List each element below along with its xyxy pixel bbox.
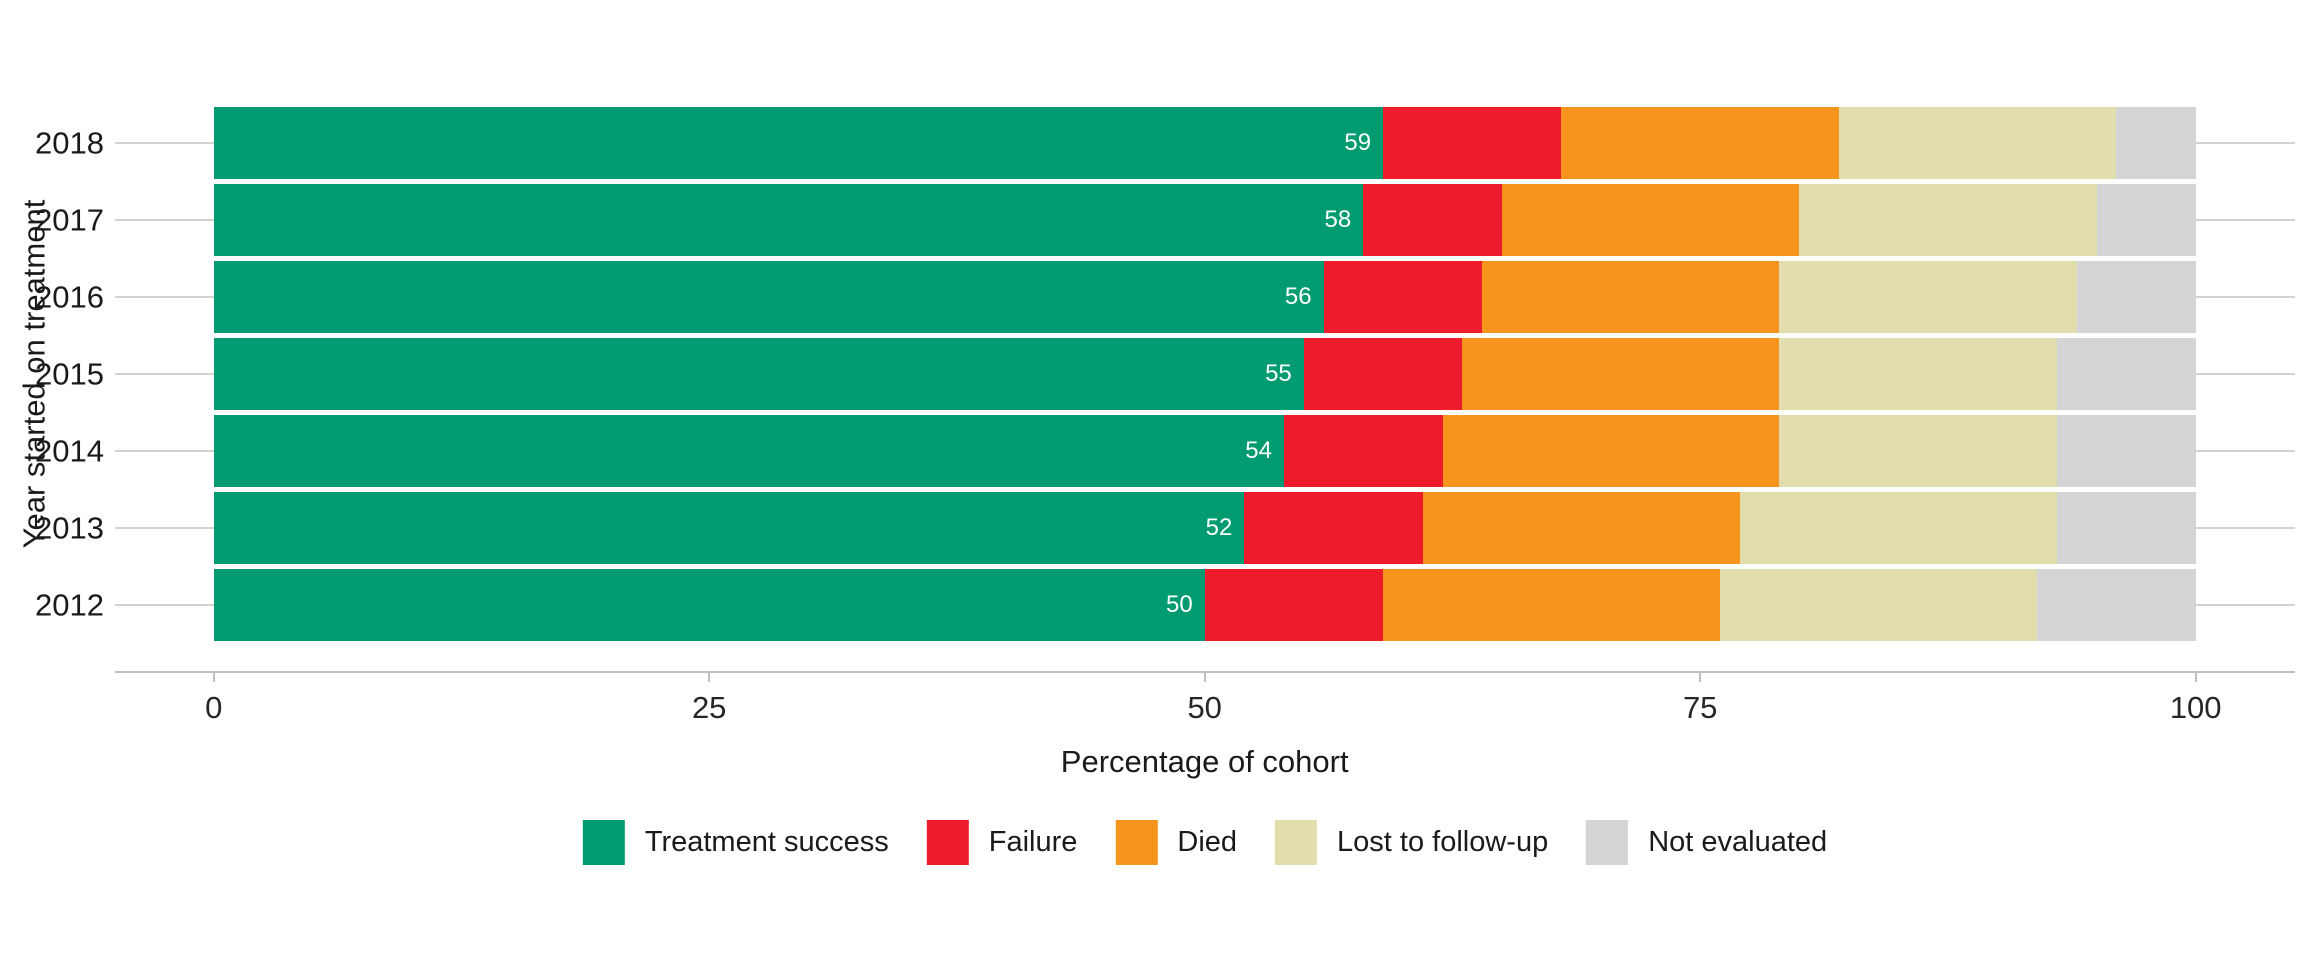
y-tick-label-2016: 2016	[35, 279, 104, 315]
bar-row-2018: 59	[213, 107, 2196, 179]
legend-swatch-died	[1115, 820, 1158, 865]
segment-treatment-success-2013: 52	[213, 492, 1245, 564]
segment-not-evaluated-2014	[2056, 415, 2196, 487]
segment-not-evaluated-2018	[2116, 107, 2196, 179]
y-tick-label-2014: 2014	[35, 433, 104, 469]
y-tick-label-2018: 2018	[35, 125, 104, 161]
segment-not-evaluated-2017	[2096, 184, 2196, 256]
segment-died-2017	[1501, 184, 1800, 256]
legend-item-not-evaluated: Not evaluated	[1586, 820, 1827, 865]
segment-died-2016	[1482, 261, 1780, 333]
segment-failure-2014	[1283, 415, 1443, 487]
x-tick-label-100: 100	[2169, 690, 2222, 725]
segment-lost-to-follow-up-2012	[1720, 569, 2038, 641]
legend: Treatment success Failure Died Lost to foll…	[582, 820, 1827, 865]
legend-item-lost-to-follow-up: Lost to follow-up	[1275, 820, 1548, 865]
legend-swatch-lost-to-follow-up	[1275, 820, 1318, 865]
bar-value-label-2017: 58	[1324, 206, 1352, 233]
x-tick-mark-0	[212, 673, 215, 682]
segment-not-evaluated-2013	[2056, 492, 2196, 564]
segment-not-evaluated-2012	[2037, 569, 2196, 641]
segment-treatment-success-2018: 59	[213, 107, 1384, 179]
legend-item-failure: Failure	[926, 820, 1078, 865]
segment-not-evaluated-2016	[2076, 261, 2196, 333]
segment-died-2018	[1561, 107, 1839, 179]
segment-lost-to-follow-up-2015	[1779, 338, 2057, 410]
legend-swatch-treatment-success	[582, 820, 625, 865]
y-tick-label-2017: 2017	[35, 202, 104, 238]
legend-label-treatment-success: Treatment success	[644, 826, 889, 858]
segment-treatment-success-2015: 55	[213, 338, 1304, 410]
y-tick-label-2012: 2012	[35, 587, 104, 623]
x-tick-mark-100	[2194, 673, 2197, 682]
segment-died-2012	[1383, 569, 1720, 641]
legend-swatch-not-evaluated	[1586, 820, 1629, 865]
legend-item-treatment-success: Treatment success	[582, 820, 889, 865]
bar-row-2012: 50	[213, 569, 2196, 641]
legend-label-lost-to-follow-up: Lost to follow-up	[1337, 826, 1549, 858]
y-axis-title: Year started on treatment	[16, 199, 52, 549]
bar-value-label-2012: 50	[1165, 591, 1193, 618]
segment-failure-2015	[1303, 338, 1463, 410]
y-tick-label-2015: 2015	[35, 356, 104, 392]
x-tick-mark-25	[708, 673, 711, 682]
legend-swatch-failure	[926, 820, 969, 865]
segment-died-2014	[1442, 415, 1780, 487]
segment-treatment-success-2016: 56	[213, 261, 1324, 333]
bar-value-label-2013: 52	[1205, 514, 1233, 541]
segment-died-2013	[1422, 492, 1740, 564]
x-tick-mark-50	[1203, 673, 1206, 682]
x-tick-label-75: 75	[1682, 690, 1718, 725]
bar-value-label-2018: 59	[1344, 129, 1372, 156]
segment-failure-2016	[1323, 261, 1483, 333]
segment-treatment-success-2014: 54	[213, 415, 1284, 487]
segment-treatment-success-2017: 58	[213, 184, 1364, 256]
legend-label-died: Died	[1177, 826, 1238, 858]
x-tick-mark-75	[1699, 673, 1702, 682]
segment-failure-2012	[1204, 569, 1384, 641]
segment-treatment-success-2012: 50	[213, 569, 1205, 641]
bar-value-label-2016: 56	[1284, 283, 1312, 310]
legend-item-died: Died	[1115, 820, 1237, 865]
bar-row-2013: 52	[213, 492, 2196, 564]
segment-failure-2017	[1363, 184, 1502, 256]
bar-row-2016: 56	[213, 261, 2196, 333]
bar-row-2017: 58	[213, 184, 2196, 256]
segment-lost-to-follow-up-2014	[1779, 415, 2057, 487]
x-tick-label-50: 50	[1187, 690, 1222, 725]
bar-value-label-2014: 54	[1245, 437, 1272, 464]
segment-not-evaluated-2015	[2056, 338, 2196, 410]
segment-lost-to-follow-up-2016	[1779, 261, 2077, 333]
segment-lost-to-follow-up-2013	[1739, 492, 2057, 564]
segment-lost-to-follow-up-2017	[1799, 184, 2097, 256]
segment-died-2015	[1462, 338, 1780, 410]
segment-failure-2018	[1383, 107, 1562, 179]
x-tick-label-0: 0	[205, 690, 223, 725]
legend-label-failure: Failure	[988, 826, 1078, 858]
bar-row-2014: 54	[213, 415, 2196, 487]
x-axis-title: Percentage of cohort	[1060, 744, 1349, 779]
segment-failure-2013	[1244, 492, 1423, 564]
x-axis-line	[114, 671, 2295, 673]
x-tick-label-25: 25	[691, 690, 727, 725]
bar-row-2015: 55	[213, 338, 2196, 410]
bar-value-label-2015: 55	[1265, 360, 1292, 387]
legend-label-not-evaluated: Not evaluated	[1648, 826, 1828, 858]
segment-lost-to-follow-up-2018	[1838, 107, 2117, 179]
y-tick-label-2013: 2013	[35, 510, 104, 546]
